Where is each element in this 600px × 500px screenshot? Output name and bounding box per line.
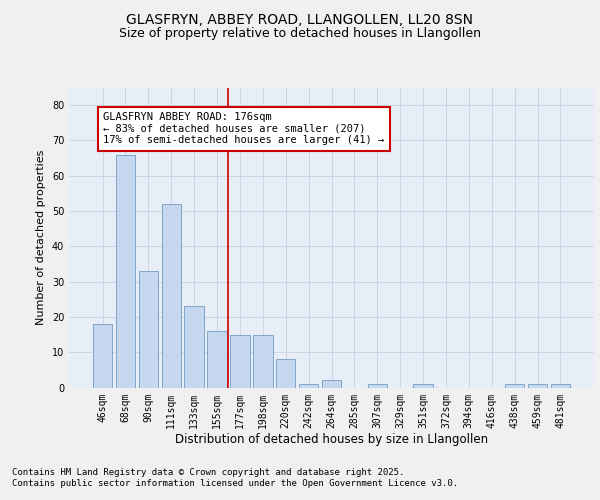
Bar [505, 384, 524, 388]
Bar [551, 384, 570, 388]
Bar [528, 384, 547, 388]
Text: GLASFRYN ABBEY ROAD: 176sqm
← 83% of detached houses are smaller (207)
17% of se: GLASFRYN ABBEY ROAD: 176sqm ← 83% of det… [103, 112, 385, 146]
Bar [161, 204, 181, 388]
Bar [368, 384, 387, 388]
Bar [139, 271, 158, 388]
Bar [299, 384, 319, 388]
Text: GLASFRYN, ABBEY ROAD, LLANGOLLEN, LL20 8SN: GLASFRYN, ABBEY ROAD, LLANGOLLEN, LL20 8… [127, 12, 473, 26]
Bar [208, 331, 227, 388]
Bar [322, 380, 341, 388]
Y-axis label: Number of detached properties: Number of detached properties [36, 150, 46, 325]
Bar [276, 360, 295, 388]
Bar [116, 154, 135, 388]
Bar [93, 324, 112, 388]
Text: Size of property relative to detached houses in Llangollen: Size of property relative to detached ho… [119, 28, 481, 40]
Bar [253, 334, 272, 388]
X-axis label: Distribution of detached houses by size in Llangollen: Distribution of detached houses by size … [175, 433, 488, 446]
Bar [230, 334, 250, 388]
Text: Contains HM Land Registry data © Crown copyright and database right 2025.
Contai: Contains HM Land Registry data © Crown c… [12, 468, 458, 487]
Bar [413, 384, 433, 388]
Bar [184, 306, 204, 388]
